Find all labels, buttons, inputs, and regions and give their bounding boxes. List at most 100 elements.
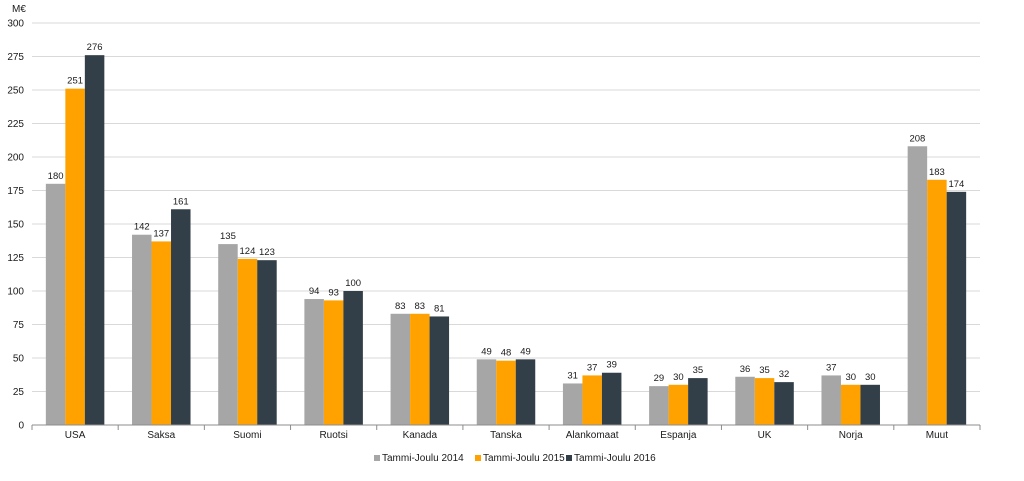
data-label: 49 <box>520 346 531 357</box>
bar <box>840 384 861 425</box>
data-label: 208 <box>909 133 925 144</box>
bar <box>84 55 105 425</box>
bar <box>754 378 775 425</box>
bar <box>132 234 152 425</box>
bar <box>410 313 430 425</box>
y-tick-label: 50 <box>13 354 25 365</box>
x-category-label: Kanada <box>403 430 438 441</box>
bar <box>860 384 880 425</box>
x-category-label: Ruotsi <box>319 430 347 441</box>
data-label: 135 <box>220 231 236 242</box>
x-category-label: USA <box>65 430 86 441</box>
data-label: 30 <box>673 372 684 383</box>
bar <box>257 260 277 425</box>
y-tick-label: 300 <box>7 19 24 30</box>
legend: Tammi-Joulu 2014 Tammi-Joulu 2015 Tammi-Jo… <box>374 453 656 464</box>
data-label: 37 <box>587 362 598 373</box>
data-label: 32 <box>779 369 790 380</box>
bars <box>45 55 967 425</box>
legend-label: Tammi-Joulu 2015 <box>483 453 565 464</box>
bar <box>927 179 947 425</box>
bar <box>774 382 794 425</box>
bar <box>946 191 967 425</box>
legend-label: Tammi-Joulu 2014 <box>382 453 464 464</box>
y-tick-label: 0 <box>18 421 24 432</box>
data-label: 83 <box>395 301 406 312</box>
data-label: 161 <box>173 196 189 207</box>
bar <box>562 383 583 425</box>
bar <box>171 209 191 425</box>
y-axis-ticks: 0 25 50 75 100 125 150 175 200 225 250 275 300 <box>7 19 24 432</box>
x-category-label: Muut <box>926 430 948 441</box>
legend-swatch <box>475 455 481 461</box>
y-unit-label: M€ <box>12 4 26 15</box>
data-label: 35 <box>693 365 704 376</box>
data-label: 123 <box>259 247 275 258</box>
legend-swatch <box>566 455 572 461</box>
data-label: 174 <box>948 179 964 190</box>
data-label: 49 <box>481 346 492 357</box>
y-tick-label: 225 <box>7 119 24 130</box>
bar <box>821 375 841 425</box>
legend-swatch <box>374 455 380 461</box>
data-label: 83 <box>415 301 426 312</box>
data-label: 29 <box>654 373 665 384</box>
bar <box>151 241 172 425</box>
y-tick-label: 75 <box>13 320 25 331</box>
x-category-label: Suomi <box>233 430 261 441</box>
bar <box>735 376 755 425</box>
data-label: 183 <box>929 167 945 178</box>
data-label: 30 <box>845 372 856 383</box>
bar <box>476 359 497 425</box>
data-label: 137 <box>153 228 169 239</box>
bar <box>218 244 238 425</box>
bar <box>323 300 344 425</box>
y-tick-label: 150 <box>7 220 24 231</box>
data-label: 276 <box>87 42 103 53</box>
x-category-label: Norja <box>839 430 863 441</box>
data-label: 124 <box>240 246 256 257</box>
x-axis: USA Saksa Suomi Ruotsi Kanada Tanska Alankomaa… <box>31 424 981 441</box>
bar <box>688 378 708 425</box>
data-label: 31 <box>567 370 578 381</box>
x-category-label: UK <box>758 430 772 441</box>
data-label: 93 <box>328 287 339 298</box>
y-tick-label: 200 <box>7 153 24 164</box>
y-tick-label: 100 <box>7 287 24 298</box>
bar <box>45 183 66 425</box>
y-tick-label: 275 <box>7 52 24 63</box>
data-label: 142 <box>134 222 150 233</box>
data-label: 251 <box>67 76 83 87</box>
bar <box>668 384 689 425</box>
bar <box>582 375 602 425</box>
data-label: 100 <box>345 278 361 289</box>
y-tick-label: 125 <box>7 253 24 264</box>
x-category-label: Alankomaat <box>566 430 619 441</box>
bar <box>601 372 622 425</box>
data-label: 48 <box>501 348 512 359</box>
bar <box>515 359 536 425</box>
data-label: 30 <box>865 372 876 383</box>
bar <box>304 299 324 425</box>
bar <box>496 360 516 425</box>
y-tick-label: 25 <box>13 387 25 398</box>
bar <box>343 291 363 425</box>
x-category-label: Saksa <box>147 430 175 441</box>
bar <box>429 316 450 425</box>
x-category-label: Espanja <box>660 430 697 441</box>
bar <box>907 146 928 425</box>
bar <box>237 258 258 425</box>
legend-label: Tammi-Joulu 2016 <box>574 453 656 464</box>
x-category-label: Tanska <box>490 430 522 441</box>
data-label: 180 <box>48 171 64 182</box>
data-label: 35 <box>759 365 770 376</box>
data-label: 36 <box>740 364 751 375</box>
data-label: 39 <box>606 360 617 371</box>
data-label: 37 <box>826 362 837 373</box>
y-tick-label: 250 <box>7 86 24 97</box>
bar <box>649 386 669 425</box>
bar <box>390 313 411 425</box>
data-label: 81 <box>434 303 445 314</box>
